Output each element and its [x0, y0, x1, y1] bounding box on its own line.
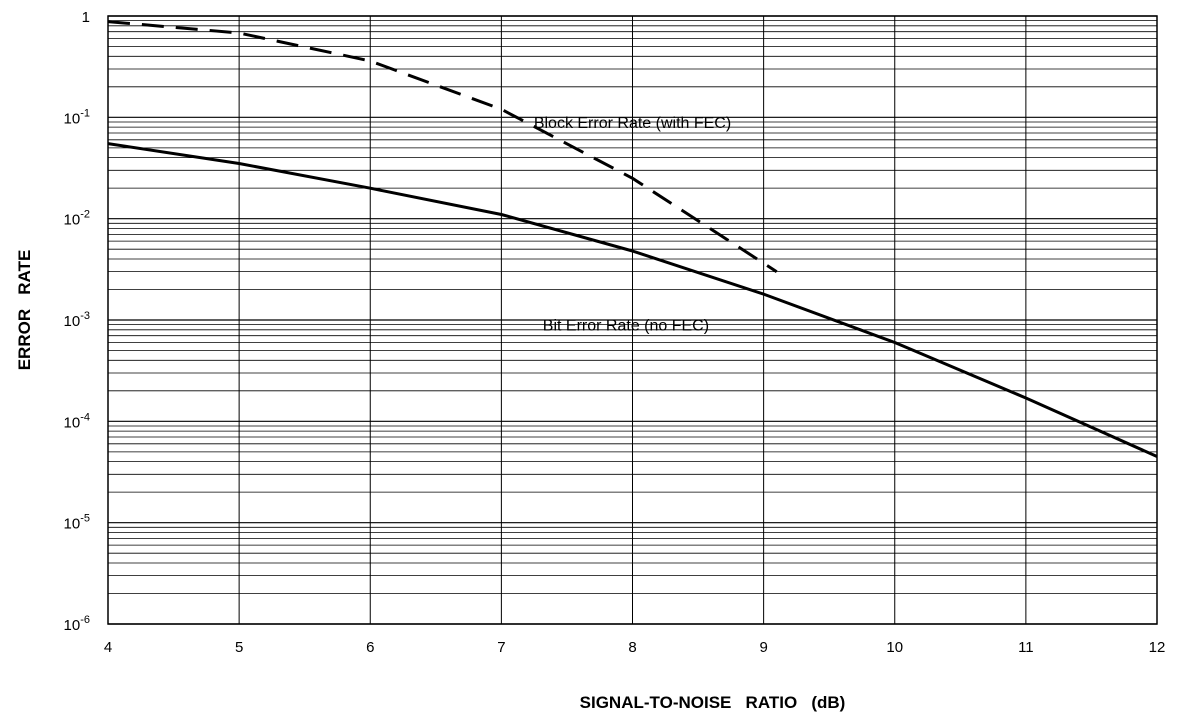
annotations: Block Error Rate (with FEC) Bit Error Rat… — [534, 115, 731, 335]
y-tick-label: 10-5 — [64, 513, 90, 533]
x-tick-label: 6 — [366, 639, 374, 656]
bit-error-rate-line — [107, 142, 1158, 458]
plot-frame — [107, 15, 1158, 625]
x-tick-label: 11 — [1018, 639, 1034, 656]
x-tick-label: 7 — [497, 639, 505, 656]
block-error-rate-line — [107, 20, 778, 273]
y-tick-label: 10-4 — [64, 411, 90, 431]
y-axis-title: ERROR RATE — [15, 250, 34, 371]
x-tick-label: 10 — [886, 639, 903, 656]
y-tick-labels: 1 10-1 10-2 10-3 10-4 10-5 10-6 — [64, 9, 90, 634]
bit-error-rate-label: Bit Error Rate (no FEC) — [543, 318, 709, 335]
x-tick-label: 5 — [235, 639, 243, 656]
y-tick-label: 10-3 — [64, 310, 90, 330]
y-tick-label: 1 — [82, 9, 90, 26]
x-tick-label: 4 — [104, 639, 112, 656]
x-tick-label: 8 — [628, 639, 636, 656]
x-axis-title: SIGNAL-TO-NOISE RATIO (dB) — [580, 693, 846, 712]
series-layer — [107, 20, 1158, 458]
x-tick-label: 9 — [759, 639, 767, 656]
y-tick-label: 10-2 — [64, 209, 90, 229]
block-error-rate-label: Block Error Rate (with FEC) — [534, 115, 731, 132]
y-tick-label: 10-6 — [64, 614, 90, 634]
major-gridlines — [107, 15, 1158, 625]
x-tick-label: 12 — [1149, 639, 1166, 656]
y-tick-label: 10-1 — [64, 107, 90, 127]
x-tick-labels: 4 5 6 7 8 9 10 11 12 — [104, 639, 1166, 656]
